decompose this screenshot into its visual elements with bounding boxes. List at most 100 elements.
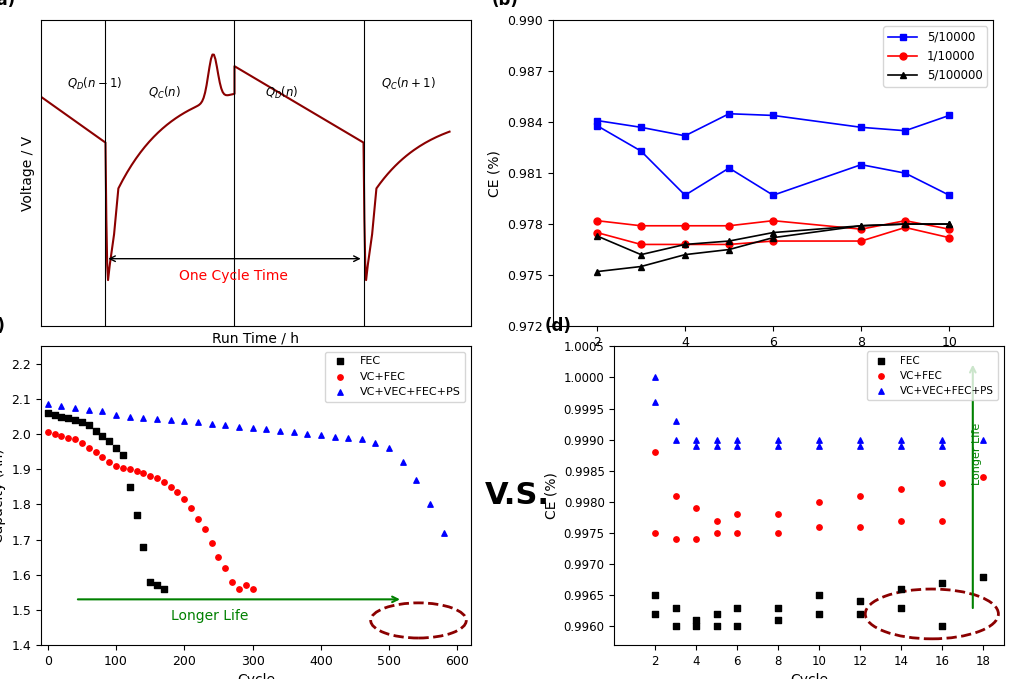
Point (934, 621, 950, 632)
Text: (a): (a) (0, 0, 15, 9)
Legend: 5/10000, 1/10000, 5/100000: 5/10000, 1/10000, 5/100000 (884, 26, 987, 86)
5/100000 (723, 237, 735, 245)
Text: $Q_D(n-1)$: $Q_D(n-1)$ (67, 75, 122, 92)
VC+VEC+FEC+PS (299, 428, 315, 439)
VC+FEC (893, 484, 909, 495)
Line: 5/100000: 5/100000 (594, 221, 952, 258)
VC+FEC (81, 443, 97, 454)
VC+FEC (108, 460, 124, 471)
FEC (893, 584, 909, 595)
VC+VEC+FEC+PS (176, 416, 193, 426)
VC+VEC+FEC+PS (934, 435, 950, 445)
Text: (b): (b) (492, 0, 518, 9)
VC+FEC (87, 447, 103, 458)
VC+VEC+FEC+PS (286, 427, 302, 438)
1/10000 (679, 221, 691, 230)
VC+VEC+FEC+PS (81, 404, 97, 415)
VC+VEC+FEC+PS (381, 443, 397, 454)
5/100000 (899, 220, 911, 228)
VC+VEC+FEC+PS (67, 403, 83, 414)
FEC (128, 509, 144, 520)
VC+FEC (210, 552, 226, 563)
FEC (934, 577, 950, 588)
Point (709, 621, 725, 632)
VC+FEC (169, 487, 185, 498)
Point (770, 614, 786, 625)
FEC (101, 436, 118, 447)
5/100000 (679, 240, 691, 249)
5/100000 (943, 220, 955, 228)
5/10000 (723, 110, 735, 118)
VC+VEC+FEC+PS (709, 435, 725, 445)
Point (852, 521, 868, 532)
VC+VEC+FEC+PS (108, 409, 124, 420)
VC+FEC (128, 466, 144, 477)
FEC (647, 590, 664, 601)
VC+VEC+FEC+PS (189, 416, 206, 427)
Point (647, 397, 664, 408)
VC+FEC (811, 496, 827, 507)
Point (709, 528, 725, 538)
VC+FEC (189, 513, 206, 524)
5/100000 (767, 229, 779, 237)
5/10000 (899, 126, 911, 134)
VC+FEC (852, 490, 868, 501)
Point (811, 608, 827, 619)
VC+FEC (934, 478, 950, 489)
VC+VEC+FEC+PS (40, 399, 56, 409)
VC+VEC+FEC+PS (688, 435, 705, 445)
VC+VEC+FEC+PS (353, 434, 370, 445)
FEC (811, 590, 827, 601)
1/10000 (855, 225, 867, 234)
FEC (40, 407, 56, 418)
VC+VEC+FEC+PS (647, 372, 664, 383)
5/10000 (591, 117, 603, 125)
Point (852, 441, 868, 452)
FEC (60, 413, 77, 424)
VC+VEC+FEC+PS (204, 418, 220, 429)
Y-axis label: Capacity (Ah): Capacity (Ah) (0, 448, 6, 543)
Point (647, 528, 664, 538)
VC+FEC (238, 580, 254, 591)
Point (893, 441, 909, 452)
FEC (67, 415, 83, 426)
FEC (975, 571, 991, 582)
Text: One Cycle Time: One Cycle Time (178, 269, 288, 283)
VC+VEC+FEC+PS (852, 435, 868, 445)
VC+FEC (230, 583, 247, 594)
1/10000 (899, 217, 911, 225)
5/100000 (855, 221, 867, 230)
FEC (53, 411, 70, 422)
1/10000 (591, 217, 603, 225)
VC+VEC+FEC+PS (245, 422, 261, 433)
1/10000 (635, 221, 647, 230)
Legend: FEC, VC+FEC, VC+VEC+FEC+PS: FEC, VC+FEC, VC+VEC+FEC+PS (325, 352, 466, 402)
Point (729, 441, 745, 452)
VC+VEC+FEC+PS (409, 475, 425, 485)
X-axis label: Cycle: Cycle (237, 674, 275, 679)
VC+FEC (67, 434, 83, 445)
VC+VEC+FEC+PS (770, 435, 786, 445)
VC+FEC (40, 427, 56, 438)
VC+VEC+FEC+PS (163, 415, 179, 426)
Y-axis label: Voltage / V: Voltage / V (22, 136, 36, 210)
5/100000 (591, 232, 603, 240)
VC+VEC+FEC+PS (94, 406, 111, 417)
VC+FEC (197, 524, 213, 534)
Text: (d): (d) (545, 317, 571, 335)
VC+FEC (975, 472, 991, 483)
VC+FEC (101, 457, 118, 468)
Y-axis label: CE (%): CE (%) (544, 472, 558, 519)
Point (893, 515, 909, 526)
FEC (46, 409, 62, 420)
FEC (142, 576, 159, 587)
VC+FEC (122, 464, 138, 475)
Text: Longer Life: Longer Life (972, 423, 982, 485)
Point (688, 534, 705, 545)
VC+FEC (204, 538, 220, 549)
Point (770, 441, 786, 452)
FEC (770, 602, 786, 613)
VC+VEC+FEC+PS (217, 420, 233, 430)
Legend: FEC, VC+FEC, VC+VEC+FEC+PS: FEC, VC+FEC, VC+VEC+FEC+PS (866, 352, 998, 400)
FEC (156, 583, 172, 594)
